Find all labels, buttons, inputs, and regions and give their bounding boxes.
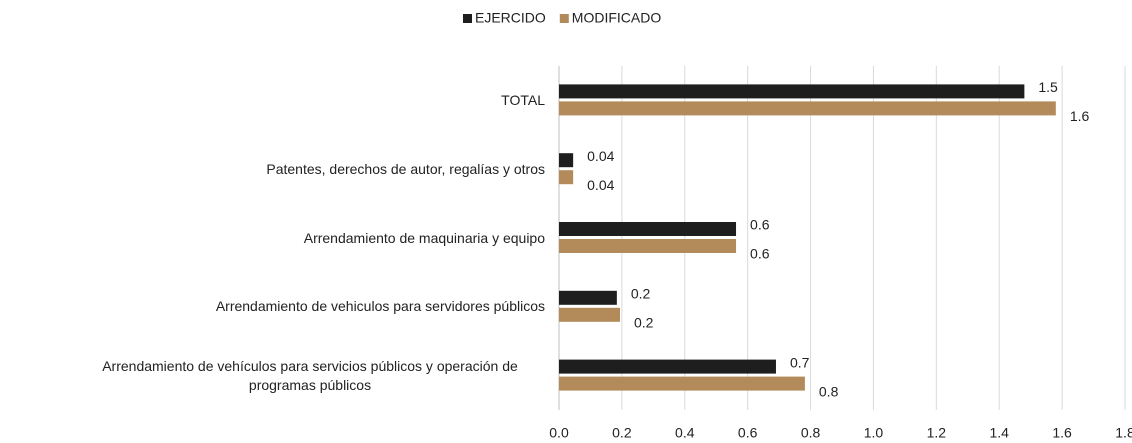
data-label: 1.5	[1038, 79, 1058, 95]
x-tick-label: 1.4	[989, 425, 1009, 441]
x-tick-label: 1.2	[927, 425, 947, 441]
data-label: 0.8	[819, 383, 839, 399]
legend-swatch	[559, 14, 569, 23]
x-tick-label: 0.6	[738, 425, 758, 441]
x-tick-label: 0.8	[801, 425, 821, 441]
x-tick-label: 1.6	[1052, 425, 1072, 441]
y-tick-label: Arrendamiento de maquinaria y equipo	[0, 208, 545, 268]
bar	[559, 84, 1025, 99]
category-text: Arrendamiento de vehículos para servicio…	[102, 357, 518, 393]
bar	[559, 307, 621, 322]
bar	[559, 222, 737, 236]
legend-swatch	[463, 14, 472, 23]
category-text: Arrendamiento de maquinaria y equipo	[303, 229, 545, 246]
x-tick-label: 0.2	[612, 425, 632, 441]
bar	[559, 376, 805, 391]
bar	[559, 359, 776, 374]
data-label: 0.6	[750, 217, 770, 233]
bar	[559, 290, 617, 305]
category-text: Arrendamiento de vehiculos para servidor…	[215, 298, 545, 315]
data-label: 0.2	[634, 315, 654, 331]
legend-label: EJERCIDO	[475, 10, 546, 26]
data-label: 1.6	[1070, 108, 1090, 124]
category-text: Patentes, derechos de autor, regalías y …	[266, 160, 545, 177]
data-label: 0.7	[790, 354, 810, 370]
x-tick-label: 0.0	[549, 425, 569, 441]
y-tick-label: Arrendamiento de vehiculos para servidor…	[0, 277, 545, 337]
x-tick-label: 1.8	[1115, 425, 1132, 441]
data-label: 0.2	[631, 286, 651, 302]
bar	[559, 239, 737, 253]
y-tick-label: TOTAL	[0, 70, 545, 130]
bar	[559, 170, 574, 185]
bar	[559, 101, 1056, 116]
y-tick-label: Patentes, derechos de autor, regalías y …	[0, 139, 545, 199]
x-tick-label: 0.4	[675, 425, 695, 441]
legend-label: MODIFICADO	[572, 10, 662, 26]
category-text: TOTAL	[501, 91, 545, 108]
bar	[559, 153, 574, 168]
data-label: 0.04	[587, 177, 614, 193]
x-tick-label: 1.0	[864, 425, 884, 441]
y-tick-label: Arrendamiento de vehículos para servicio…	[0, 346, 545, 406]
data-label: 0.04	[587, 148, 614, 164]
data-label: 0.6	[750, 246, 770, 262]
